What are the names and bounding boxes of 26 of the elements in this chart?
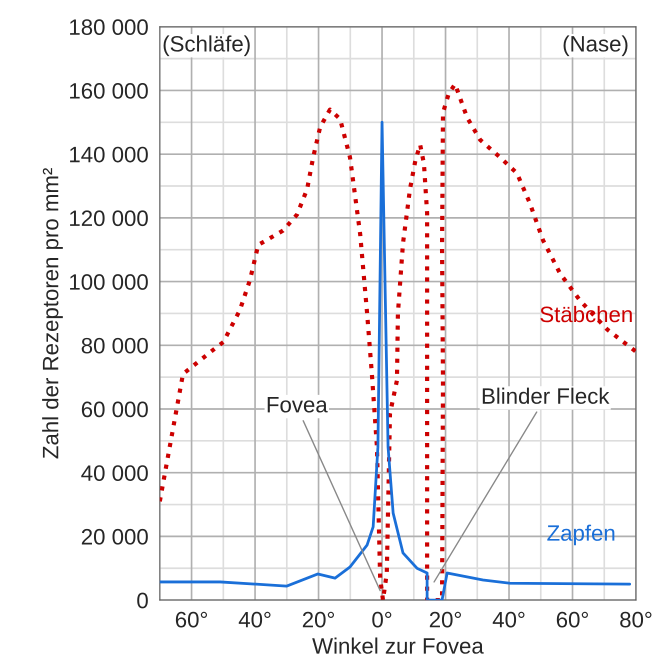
y-axis-title: Zahl der Rezeptoren pro mm² bbox=[42, 168, 63, 458]
y-tick-label: 140 000 bbox=[70, 146, 148, 162]
y-tick-label: 20 000 bbox=[82, 528, 148, 545]
y-tick-label: 60 000 bbox=[82, 402, 148, 418]
x-tick-label: 60° bbox=[556, 612, 588, 628]
series-label: Zapfen bbox=[547, 524, 614, 546]
y-tick-label: 40 000 bbox=[81, 465, 148, 481]
annotation: Fovea bbox=[268, 397, 328, 413]
y-tick-label: 180 000 bbox=[70, 19, 148, 36]
annotation: (Schläfe) bbox=[164, 35, 250, 56]
annotation: (Nase) bbox=[564, 35, 628, 56]
y-tick-label: 160 000 bbox=[70, 83, 148, 99]
y-tick-label: 80 000 bbox=[82, 338, 148, 354]
x-axis-title: Winkel zur Fovea bbox=[312, 637, 484, 654]
y-tick-label: 100 000 bbox=[70, 274, 148, 290]
x-tick-label: 80° bbox=[620, 612, 652, 628]
y-tick-label: 0 bbox=[137, 592, 148, 608]
x-tick-label: 20° bbox=[302, 612, 334, 628]
x-tick-label: 0° bbox=[372, 612, 392, 628]
x-tick-label: 20° bbox=[430, 612, 461, 628]
x-tick-label: 60° bbox=[176, 612, 208, 628]
y-tick-label: 120 000 bbox=[70, 210, 148, 226]
x-tick-label: 40° bbox=[492, 612, 524, 628]
series-label: Stäbchen bbox=[540, 306, 632, 322]
x-tick-label: 40° bbox=[238, 612, 271, 628]
annotation: Blinder Fleck bbox=[482, 388, 610, 404]
